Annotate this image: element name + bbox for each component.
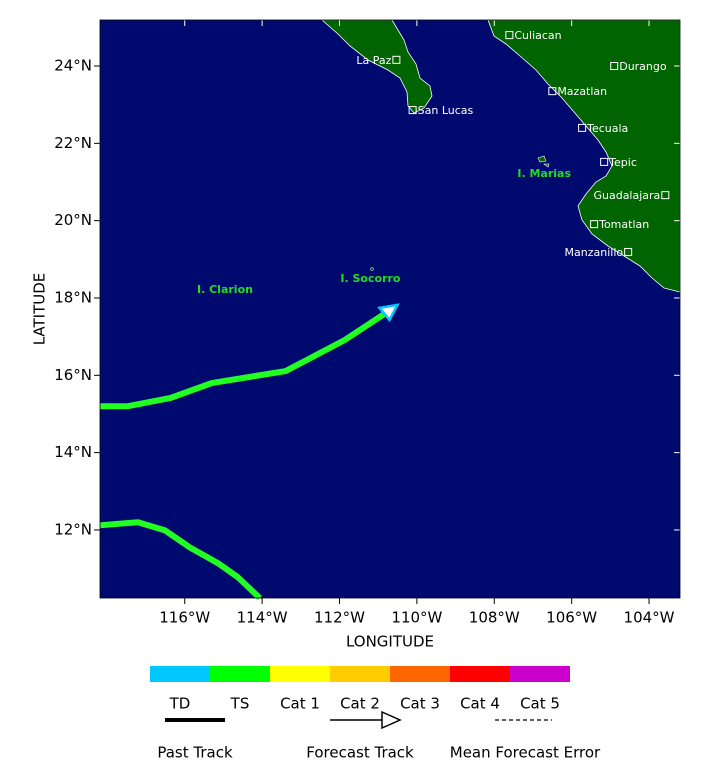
islas-marias-shape <box>537 155 550 168</box>
y-tick-label: 12°N <box>54 520 92 538</box>
city-marker <box>610 62 619 71</box>
city-label: Tecuala <box>586 122 628 135</box>
intensity-label: Cat 3 <box>400 695 440 713</box>
legend-label: Mean Forecast Error <box>450 744 601 761</box>
intensity-swatch <box>150 666 210 682</box>
city-label: Mazatlan <box>557 85 607 98</box>
intensity-label: Cat 2 <box>340 695 380 713</box>
y-axis-label: LATITUDE <box>31 273 49 346</box>
city-label: San Lucas <box>418 104 474 117</box>
city-marker <box>661 191 670 200</box>
city-marker <box>578 123 587 132</box>
y-tick-label: 16°N <box>54 366 92 384</box>
land <box>321 20 680 293</box>
intensity-label: Cat 4 <box>460 695 500 713</box>
intensity-swatch <box>270 666 330 682</box>
city-marker <box>505 31 514 40</box>
city-marker <box>548 87 557 96</box>
city-label: Tepic <box>608 156 637 169</box>
city-marker <box>392 55 401 64</box>
city-label: Culiacan <box>514 29 561 42</box>
x-tick-label: 108°W <box>469 609 520 627</box>
city-label: Guadalajara <box>593 189 660 202</box>
city-marker <box>624 247 633 256</box>
intensity-label: TS <box>230 695 250 713</box>
island-label: I. Clarion <box>197 283 253 296</box>
y-tick-label: 18°N <box>54 288 92 306</box>
intensity-swatch <box>330 666 390 682</box>
x-tick-label: 112°W <box>314 609 365 627</box>
x-tick-label: 116°W <box>159 609 210 627</box>
intensity-label: TD <box>169 695 191 713</box>
x-axis-label: LONGITUDE <box>346 633 434 651</box>
y-tick-label: 22°N <box>54 134 92 152</box>
x-tick-label: 104°W <box>624 609 675 627</box>
city-label: La Paz <box>356 54 391 67</box>
mainland-mexico <box>487 20 680 293</box>
x-tick-label: 106°W <box>546 609 597 627</box>
city-label: Durango <box>619 60 667 73</box>
x-tick-label: 114°W <box>237 609 288 627</box>
y-tick-label: 20°N <box>54 211 92 229</box>
baja-peninsula <box>321 20 433 114</box>
storm-track <box>99 519 262 601</box>
x-tick-label: 110°W <box>391 609 442 627</box>
forecast-arrowhead <box>381 710 402 730</box>
storm-position <box>377 303 400 323</box>
island-label: I. Marias <box>517 167 571 180</box>
intensity-label: Cat 1 <box>280 695 320 713</box>
intensity-swatch <box>510 666 570 682</box>
y-tick-label: 14°N <box>54 443 92 461</box>
y-tick-label: 24°N <box>54 57 92 75</box>
island-label: I. Socorro <box>340 272 401 285</box>
intensity-swatch <box>390 666 450 682</box>
intensity-swatch <box>210 666 270 682</box>
legend-label: Forecast Track <box>306 744 414 761</box>
city-marker <box>408 106 417 115</box>
city-label: Tomatlan <box>598 218 649 231</box>
socorro-shape <box>370 267 374 271</box>
intensity-swatch <box>450 666 510 682</box>
intensity-label: Cat 5 <box>520 695 560 713</box>
plot-frame <box>99 19 681 599</box>
legend-label: Past Track <box>157 744 233 761</box>
storm-track <box>100 309 390 410</box>
city-marker <box>590 220 599 229</box>
city-marker <box>600 157 609 166</box>
city-label: Manzanillo <box>565 246 624 259</box>
map-marks: Culiacan La Paz San Lucas Durango Mazatlan Te… <box>99 20 680 601</box>
